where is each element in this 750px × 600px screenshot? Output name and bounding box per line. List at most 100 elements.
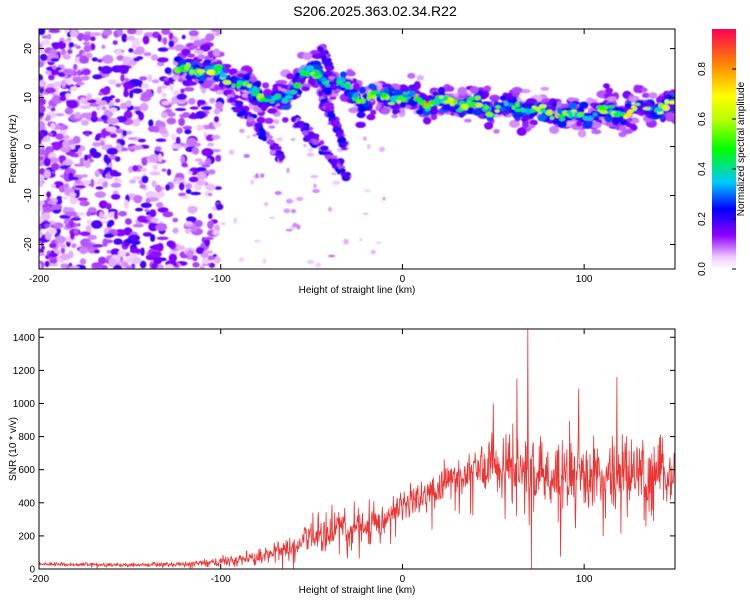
spectrogram-noise-blob (90, 178, 95, 188)
spectrogram-noise-blob (128, 234, 140, 242)
spectrogram-branch-blob (332, 160, 338, 166)
spectrogram-noise-blob (132, 223, 144, 228)
spectrogram-noise-blob (161, 111, 168, 119)
spectrogram-ridge-blob (582, 116, 588, 121)
spectrogram-noise-blob (129, 253, 138, 258)
spectrogram-noise-blob (123, 86, 129, 93)
spectrogram-noise-blob (72, 76, 84, 83)
spectrogram-ridge-blob (494, 109, 500, 113)
spectrogram-ridge-blob (511, 86, 523, 94)
spectrogram-noise-blob (122, 262, 129, 267)
spectrogram-noise-blob (184, 221, 193, 226)
spectrogram-ridge-blob (301, 86, 310, 92)
spectrogram-noise-blob (157, 207, 169, 213)
spectrogram-ridge-blob (321, 77, 327, 83)
spectrogram-ridge-blob (174, 44, 185, 52)
spectrogram-noise-blob (94, 170, 100, 178)
spectrogram-noise-blob (210, 29, 220, 32)
spectrogram-noise-blob (129, 148, 135, 153)
spectrogram-ridge-blob (537, 114, 547, 122)
spectrogram-noise-blob (291, 209, 296, 214)
spectrogram-ridge-blob (423, 103, 432, 109)
spectrogram-noise-blob (155, 223, 168, 231)
spectrogram-noise-blob (114, 156, 121, 162)
spectrogram-noise-blob (64, 107, 74, 115)
spectrogram-noise-blob (141, 83, 150, 89)
spectrogram-noise-blob (189, 36, 200, 41)
spectrogram-noise-blob (154, 146, 162, 152)
spectrogram-marks (39, 29, 675, 269)
spectrogram-ridge-blob (352, 82, 360, 91)
spectrogram-noise-blob (378, 146, 385, 152)
spectrogram-noise-blob (145, 211, 151, 216)
spectrogram-ridge-blob (344, 84, 352, 90)
spectrogram-noise-blob (200, 106, 212, 111)
spectrogram-noise-blob (46, 33, 52, 40)
spectrogram-ridge-blob (231, 83, 236, 88)
spectrogram-noise-blob (45, 114, 51, 122)
spectrogram-noise-blob (332, 180, 341, 185)
spectrogram-noise-blob (102, 29, 113, 36)
spectrogram-ridge-blob (409, 99, 418, 107)
spectrogram-noise-blob (82, 179, 91, 186)
spectrogram-ridge-blob (483, 85, 492, 92)
snr-x-tick-label: -200 (29, 574, 49, 585)
spectrogram-branch-blob (344, 171, 351, 177)
spectrogram-noise-blob (98, 200, 108, 209)
spectrogram-noise-blob (176, 245, 186, 251)
spectrogram-x-tick-label: -100 (211, 274, 231, 285)
spectrogram-noise-blob (269, 216, 276, 219)
spectrogram-ridge-blob (557, 114, 565, 118)
spectrogram-branch-blob (234, 106, 240, 111)
chart-title: S206.2025.363.02.34.R22 (293, 3, 457, 19)
spectrogram-y-tick-label: 0 (23, 143, 34, 149)
spectrogram-branch-blob (320, 145, 329, 151)
snr-y-tick-label: 200 (18, 531, 35, 542)
spectrogram-noise-blob (39, 174, 45, 181)
spectrogram-noise-blob (114, 98, 121, 103)
spectrogram-noise-blob (106, 250, 112, 254)
spectrogram-ridge-blob (508, 119, 521, 128)
spectrogram-noise-blob (105, 203, 112, 210)
spectrogram-noise-blob (39, 133, 43, 142)
spectrogram-noise-blob (343, 238, 349, 245)
spectrogram-ridge-blob (302, 52, 313, 61)
spectrogram-noise-blob (131, 263, 136, 269)
spectrogram-ridge-blob (513, 111, 523, 118)
spectrogram-noise-blob (182, 125, 193, 130)
spectrogram-ridge-blob (286, 73, 294, 80)
spectrogram-x-tick-label: 0 (400, 274, 406, 285)
spectrogram-ridge-blob (218, 82, 225, 88)
spectrogram-ridge-blob (489, 94, 501, 102)
spectrogram-ridge-blob (664, 99, 669, 104)
spectrogram-branch-blob (329, 83, 338, 89)
spectrogram-noise-blob (207, 255, 215, 261)
spectrogram-noise-blob (162, 37, 168, 45)
spectrogram-ridge-blob (499, 106, 506, 111)
spectrogram-noise-blob (42, 206, 54, 213)
spectrogram-noise-blob (90, 220, 103, 229)
spectrogram-ridge-blob (615, 110, 621, 114)
spectrogram-noise-blob (50, 58, 59, 62)
spectrogram-noise-blob (50, 162, 60, 171)
spectrogram-ridge-blob (641, 92, 650, 99)
spectrogram-ridge-blob (446, 85, 455, 92)
spectrogram-noise-blob (46, 105, 54, 110)
spectrogram-ridge-blob (279, 84, 290, 90)
spectrogram-ridge-blob (222, 80, 231, 84)
spectrogram-ridge-blob (236, 82, 241, 88)
spectrogram-noise-blob (192, 255, 198, 262)
spectrogram-noise-blob (127, 165, 134, 174)
spectrogram-noise-blob (195, 167, 207, 173)
spectrogram-noise-blob (74, 111, 81, 119)
snr-y-label: SNR (10 * v/v) (8, 417, 19, 481)
spectrogram-noise-blob (51, 204, 63, 210)
spectrogram-noise-blob (135, 110, 142, 115)
spectrogram-noise-blob (144, 208, 150, 213)
spectrogram-ridge-blob (368, 83, 376, 90)
spectrogram-ridge-blob (607, 96, 615, 102)
spectrogram-ridge-blob (391, 114, 399, 119)
spectrogram-ridge-blob (505, 93, 514, 101)
spectrogram-branch-blob (269, 144, 275, 150)
